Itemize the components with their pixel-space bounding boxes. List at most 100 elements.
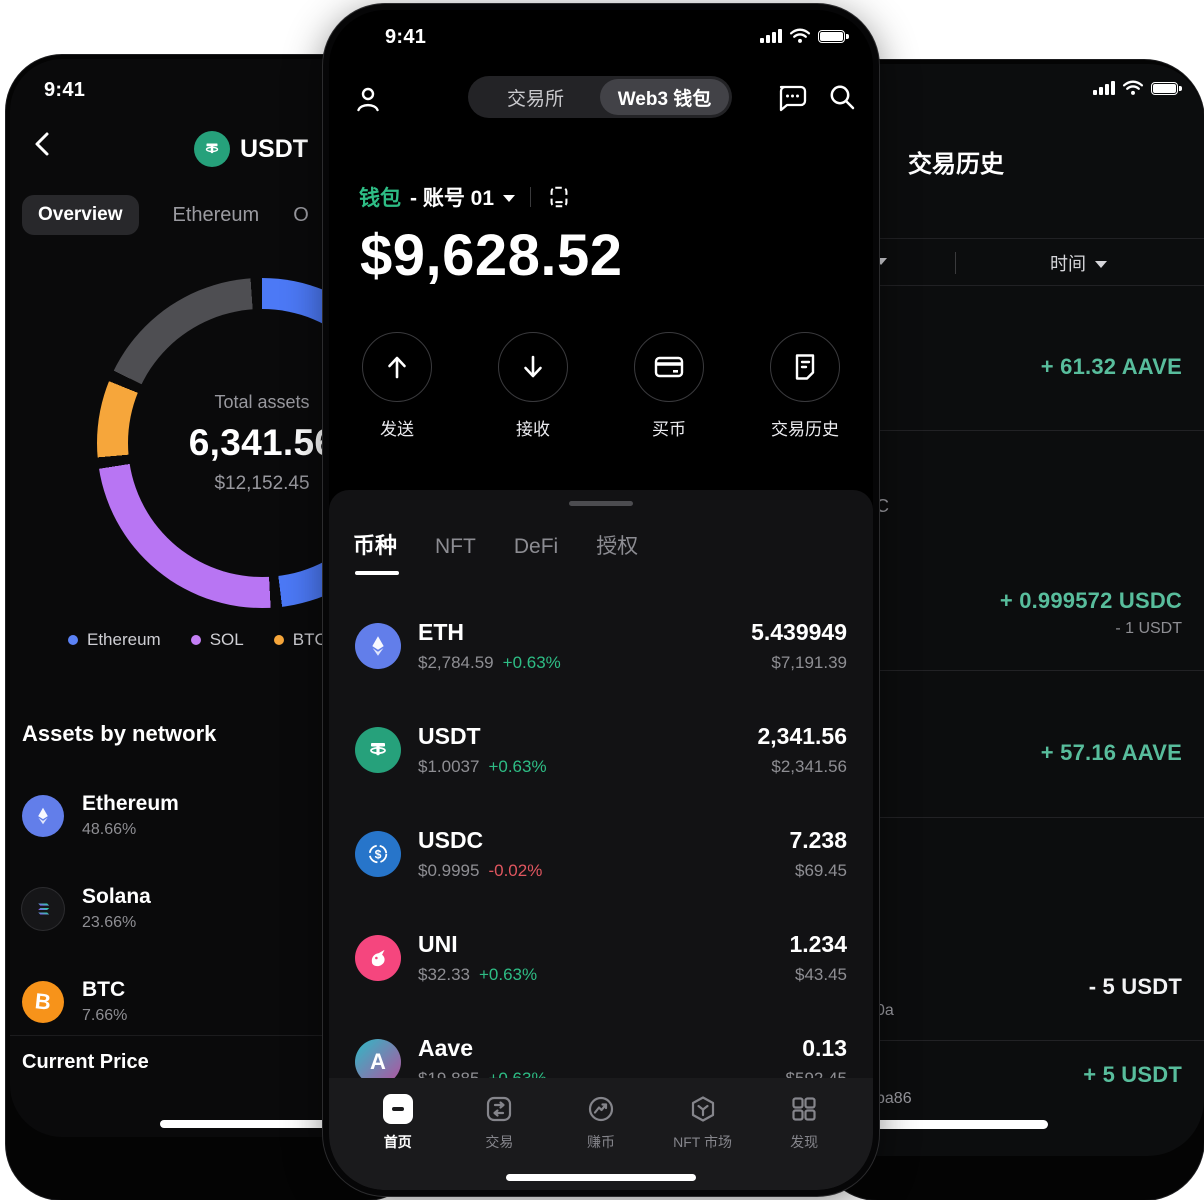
assets-sheet: 币种 NFT DeFi 授权 ETH $2,784.59 +0.63% 5.439… xyxy=(329,490,873,1190)
network-name: BTC xyxy=(82,978,126,1001)
nav-label: 首页 xyxy=(383,1134,412,1150)
tab-overview[interactable]: Overview xyxy=(22,195,139,235)
page-title: 交易历史 xyxy=(908,151,1004,178)
discover-icon xyxy=(792,1097,816,1121)
tab-defi[interactable]: DeFi xyxy=(513,535,559,558)
time-filter-label: 时间 xyxy=(1050,254,1086,274)
scan-icon[interactable] xyxy=(546,184,572,210)
tx-amount: + 0.999572 USDC xyxy=(999,588,1182,613)
nav-label: NFT 市场 xyxy=(673,1134,732,1150)
nav-discover[interactable]: 发现 xyxy=(758,1094,850,1152)
wifi-icon xyxy=(789,28,811,43)
account-selector[interactable]: 钱包 - 账号 01 xyxy=(359,182,572,212)
receive-button[interactable]: 接收 xyxy=(485,332,581,440)
token-price: $1.0037 xyxy=(418,757,480,776)
donut-center-fiat: $12,152.45 xyxy=(214,472,310,494)
solana-icon xyxy=(22,887,64,930)
chevron-down-icon xyxy=(503,194,516,202)
network-row-ethereum[interactable]: Ethereum 48.66% xyxy=(22,769,342,862)
nav-label: 赚币 xyxy=(586,1134,615,1150)
token-change: +0.63% xyxy=(479,965,538,984)
nav-label: 发现 xyxy=(790,1134,819,1150)
token-list: ETH $2,784.59 +0.63% 5.439949 $7,191.39 U… xyxy=(329,594,873,1114)
center-phone: 9:41 交易所 Web3 钱包 xyxy=(323,4,879,1196)
network-percent: 48.66% xyxy=(82,821,137,838)
tx-amount: + 5 USDT xyxy=(1083,1062,1182,1087)
tx-address-fragment: 0a xyxy=(876,1002,894,1019)
drag-handle[interactable] xyxy=(569,501,633,506)
status-time: 9:41 xyxy=(44,79,86,101)
network-percent: 23.66% xyxy=(82,914,137,931)
token-row-usdt[interactable]: USDT $1.0037 +0.63% 2,341.56 $2,341.56 xyxy=(329,698,873,802)
tx-amount: + 61.32 AAVE xyxy=(1040,354,1182,379)
filter-caret-fragment[interactable] xyxy=(875,258,887,265)
arrow-up-icon xyxy=(362,332,432,402)
nav-trade[interactable]: 交易 xyxy=(453,1094,545,1152)
nav-label: 交易 xyxy=(485,1134,514,1150)
person-icon xyxy=(357,87,379,112)
token-symbol: Aave xyxy=(418,1035,473,1061)
legend-ethereum: Ethereum xyxy=(68,630,161,650)
token-row-eth[interactable]: ETH $2,784.59 +0.63% 5.439949 $7,191.39 xyxy=(329,594,873,698)
wifi-icon xyxy=(1122,80,1144,95)
usdt-icon xyxy=(355,727,401,773)
action-label: 发送 xyxy=(380,420,414,439)
profile-button[interactable] xyxy=(353,84,383,114)
send-button[interactable]: 发送 xyxy=(349,332,445,440)
network-name: Ethereum xyxy=(82,792,179,815)
btc-icon: B xyxy=(22,980,64,1023)
status-icons xyxy=(1093,80,1182,96)
time-filter[interactable]: 时间 xyxy=(1050,250,1107,276)
tx-sub-amount: - 1 USDT xyxy=(1115,620,1182,637)
usdt-icon xyxy=(194,131,230,167)
nav-earn[interactable]: 赚币 xyxy=(555,1094,647,1152)
network-row-btc[interactable]: B BTC 7.66% xyxy=(22,955,342,1048)
tab-coins[interactable]: 币种 xyxy=(353,528,400,575)
token-fiat: $2,341.56 xyxy=(771,757,847,776)
legend-dot-blue xyxy=(68,635,78,645)
chat-button[interactable] xyxy=(777,82,809,114)
chevron-left-icon xyxy=(35,132,49,156)
home-indicator[interactable] xyxy=(862,1120,1048,1129)
tab-ethereum[interactable]: Ethereum xyxy=(172,203,260,226)
token-symbol: UNI xyxy=(418,931,458,957)
signal-icon xyxy=(760,29,782,43)
nav-home[interactable]: 首页 xyxy=(352,1094,444,1152)
action-label: 交易历史 xyxy=(771,420,839,439)
tab-exchange[interactable]: 交易所 xyxy=(506,88,564,110)
buy-crypto-button[interactable]: 买币 xyxy=(621,332,717,440)
right-phone: 交易历史 时间 + 61.32 AAVE C + 0.999572 USDC -… xyxy=(818,60,1204,1200)
token-row-uni[interactable]: UNI $32.33 +0.63% 1.234 $43.45 xyxy=(329,906,873,1010)
tab-nft[interactable]: NFT xyxy=(435,535,476,558)
history-button[interactable]: 交易历史 xyxy=(757,332,853,440)
aave-icon: A xyxy=(355,1039,401,1085)
tab-web3-wallet[interactable]: Web3 钱包 xyxy=(600,79,729,115)
signal-icon xyxy=(1093,81,1115,95)
legend-label: Ethereum xyxy=(87,630,161,649)
total-balance: $9,628.52 xyxy=(360,223,623,288)
token-row-usdc[interactable]: $ USDC $0.9995 -0.02% 7.238 $69.45 xyxy=(329,802,873,906)
token-change: -0.02% xyxy=(488,861,543,880)
legend-btc: BTC xyxy=(273,630,327,650)
network-row-solana[interactable]: Solana 23.66% xyxy=(22,862,342,955)
search-button[interactable] xyxy=(827,82,857,112)
home-indicator[interactable] xyxy=(160,1120,400,1128)
tab-fragment[interactable]: O xyxy=(293,203,309,226)
coin-title: USDT xyxy=(240,134,309,163)
wallet-header: 交易所 Web3 钱包 xyxy=(329,74,873,120)
home-icon xyxy=(382,1094,413,1124)
svg-text:$: $ xyxy=(375,847,382,861)
battery-icon xyxy=(818,29,849,43)
tab-approvals[interactable]: 授权 xyxy=(596,535,639,558)
row-divider xyxy=(842,430,1204,431)
filter-divider xyxy=(955,252,956,274)
token-price: $32.33 xyxy=(418,965,470,984)
arrow-down-icon xyxy=(498,332,568,402)
donut-legend: Ethereum SOL BTC xyxy=(68,630,327,650)
ethereum-icon xyxy=(22,794,64,837)
home-indicator[interactable] xyxy=(506,1174,696,1181)
nav-nft-market[interactable]: NFT 市场 xyxy=(657,1094,749,1152)
token-symbol: USDT xyxy=(418,723,481,749)
back-button[interactable] xyxy=(30,131,56,157)
